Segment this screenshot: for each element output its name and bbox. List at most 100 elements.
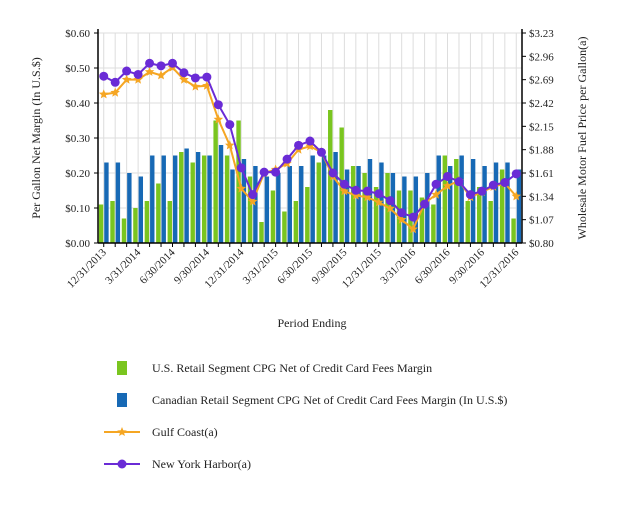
bar-us-retail [362, 173, 367, 243]
bar-us-retail [499, 169, 505, 243]
y2-tick-label: $3.23 [529, 28, 554, 40]
y2-tick-label: $1.34 [529, 191, 554, 203]
bar-canadian-retail [356, 166, 361, 243]
y2-tick-label: $1.61 [529, 168, 554, 180]
point-new-york-harbor [294, 140, 304, 150]
point-new-york-harbor [420, 199, 430, 209]
x-tick-label: 6/30/2015 [275, 246, 315, 286]
bar-canadian-retail [241, 159, 247, 243]
point-gulf-coast [190, 81, 201, 91]
x-tick-label: 3/31/2014 [103, 246, 143, 286]
bar-canadian-retail [287, 166, 292, 243]
point-new-york-harbor [167, 58, 177, 68]
bar-canadian-retail [436, 155, 441, 243]
point-new-york-harbor [259, 167, 269, 177]
point-gulf-coast [144, 66, 155, 76]
bar-canadian-retail [127, 173, 132, 243]
bar-canadian-retail [425, 173, 430, 243]
bar-canadian-retail [115, 162, 121, 243]
point-gulf-coast [213, 114, 224, 124]
bar-canadian-retail [448, 166, 453, 243]
bar-us-retail [179, 152, 184, 243]
bar-us-retail [454, 159, 459, 243]
bar-canadian-retail [195, 152, 201, 243]
bar-canadian-retail [253, 166, 258, 243]
point-gulf-coast [247, 196, 258, 206]
bar-canadian-retail [150, 155, 155, 243]
legend-marker-gulf-coast [117, 427, 127, 436]
point-gulf-coast [121, 74, 132, 84]
bar-us-retail [110, 201, 115, 243]
bar-us-retail [98, 204, 104, 243]
point-gulf-coast [225, 140, 235, 150]
bar-us-retail [476, 187, 482, 243]
point-new-york-harbor [156, 61, 166, 71]
point-new-york-harbor [133, 69, 143, 79]
point-new-york-harbor [202, 72, 212, 82]
bar-canadian-retail [230, 169, 235, 243]
bar-canadian-retail [321, 155, 327, 243]
bar-us-retail [144, 201, 150, 243]
point-new-york-harbor [236, 163, 246, 173]
bar-us-retail [224, 155, 230, 243]
bar-us-retail [156, 183, 161, 243]
y-tick-label: $0.10 [65, 203, 90, 215]
bar-canadian-retail [264, 176, 270, 243]
point-new-york-harbor [500, 178, 510, 188]
y-tick-label: $0.00 [65, 238, 90, 250]
bar-us-retail [373, 187, 379, 243]
y2-tick-label: $0.80 [529, 238, 554, 250]
legend: U.S. Retail Segment CPG Net of Credit Ca… [104, 361, 507, 471]
bar-canadian-retail [344, 169, 350, 243]
bar-us-retail [293, 201, 299, 243]
point-new-york-harbor [408, 212, 418, 222]
point-new-york-harbor [99, 71, 109, 81]
bar-canadian-retail [161, 155, 166, 243]
legend-marker-new-york-harbor [117, 459, 127, 469]
bar-canadian-retail [172, 155, 178, 243]
bar-us-retail [488, 201, 493, 243]
bar-canadian-retail [505, 162, 510, 243]
point-new-york-harbor [511, 169, 521, 179]
y-tick-label: $0.20 [65, 168, 90, 180]
bar-us-retail [247, 176, 253, 243]
bar-us-retail [305, 187, 310, 243]
bar-us-retail [442, 155, 448, 243]
point-gulf-coast [99, 89, 109, 99]
point-gulf-coast [133, 74, 143, 84]
y-tick-label: $0.40 [65, 98, 90, 110]
bar-canadian-retail [333, 152, 338, 243]
bar-us-retail [350, 166, 356, 243]
legend-label: U.S. Retail Segment CPG Net of Credit Ca… [152, 361, 432, 375]
bar-canadian-retail [104, 162, 109, 243]
y-tick-label: $0.60 [65, 28, 90, 40]
bar-canadian-retail [516, 169, 522, 243]
y-tick-label: $0.50 [65, 63, 90, 75]
bar-us-retail [259, 222, 264, 243]
bar-canadian-retail [459, 155, 464, 243]
y2-axis-label: Wholesale Motor Fuel Price per Gallon(a) [575, 37, 589, 240]
bar-us-retail [431, 204, 436, 243]
y2-tick-label: $2.42 [529, 98, 554, 110]
bar-us-retail [511, 218, 516, 243]
x-tick-label: 6/30/2014 [138, 246, 178, 286]
point-new-york-harbor [431, 179, 441, 189]
x-axis-label: Period Ending [278, 316, 347, 330]
point-gulf-coast [362, 192, 373, 202]
point-new-york-harbor [328, 168, 338, 178]
x-tick-label: 6/30/2016 [413, 246, 453, 286]
y2-tick-label: $2.69 [529, 75, 554, 87]
point-gulf-coast [408, 224, 418, 234]
bar-canadian-retail [207, 155, 212, 243]
y2-tick-label: $1.07 [529, 215, 554, 227]
point-gulf-coast [511, 191, 521, 201]
point-gulf-coast [202, 80, 212, 90]
point-new-york-harbor [179, 68, 189, 78]
bar-us-retail [133, 208, 138, 243]
bar-canadian-retail [138, 176, 144, 243]
point-new-york-harbor [282, 154, 292, 164]
point-new-york-harbor [271, 167, 281, 177]
point-new-york-harbor [385, 196, 395, 206]
bar-us-retail [465, 201, 470, 243]
point-new-york-harbor [454, 177, 464, 187]
